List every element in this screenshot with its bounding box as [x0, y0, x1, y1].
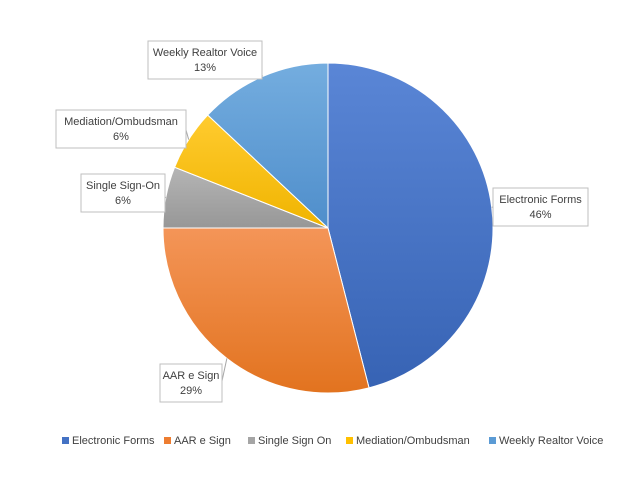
- legend-swatch: [346, 437, 353, 444]
- legend-item-mediation-ombudsman: Mediation/Ombudsman: [346, 435, 470, 447]
- data-label-name: Mediation/Ombudsman: [64, 116, 178, 128]
- data-label-box: [492, 187, 589, 227]
- data-label-value: 29%: [180, 385, 202, 397]
- data-label-box: [55, 109, 187, 149]
- legend-swatch: [248, 437, 255, 444]
- data-label-electronic-forms: Electronic Forms 46%: [492, 187, 589, 227]
- data-label-value: 6%: [115, 195, 131, 207]
- data-label-single-sign-on: Single Sign-On 6%: [80, 173, 166, 213]
- data-label-mediation-ombudsman: Mediation/Ombudsman 6%: [55, 109, 187, 149]
- legend-label: Weekly Realtor Voice: [499, 435, 603, 447]
- legend-swatch: [62, 437, 69, 444]
- leader-line-aar-e-sign: [221, 358, 228, 382]
- data-label-name: Electronic Forms: [499, 194, 582, 206]
- legend-swatch: [164, 437, 171, 444]
- legend-item-electronic-forms: Electronic Forms: [62, 435, 155, 447]
- data-label-aar-e-sign: AAR e Sign 29%: [159, 363, 223, 403]
- data-label-value: 13%: [194, 62, 216, 74]
- data-label-value: 6%: [113, 131, 129, 143]
- pie-slice-electronic-forms: [327, 62, 494, 389]
- data-label-name: Weekly Realtor Voice: [153, 47, 257, 59]
- data-label-name: AAR e Sign: [163, 370, 220, 382]
- legend-label: Mediation/Ombudsman: [356, 435, 470, 447]
- data-label-value: 46%: [529, 209, 551, 221]
- legend-item-aar-e-sign: AAR e Sign: [164, 435, 231, 447]
- legend-item-weekly-realtor-voice: Weekly Realtor Voice: [489, 435, 603, 447]
- legend-swatch: [489, 437, 496, 444]
- pie-slice-weekly-realtor-voice: [207, 62, 329, 230]
- pie-slice-aar-e-sign: [162, 227, 370, 394]
- data-label-name: Single Sign-On: [86, 180, 160, 192]
- legend-label: Single Sign On: [258, 435, 331, 447]
- data-label-box: [147, 40, 263, 80]
- data-label-box: [159, 363, 223, 403]
- data-label-box: [80, 173, 166, 213]
- legend-label: AAR e Sign: [174, 435, 231, 447]
- legend-label: Electronic Forms: [72, 435, 155, 447]
- legend-item-single-sign-on: Single Sign On: [248, 435, 331, 447]
- data-label-weekly-realtor-voice: Weekly Realtor Voice 13%: [147, 40, 263, 80]
